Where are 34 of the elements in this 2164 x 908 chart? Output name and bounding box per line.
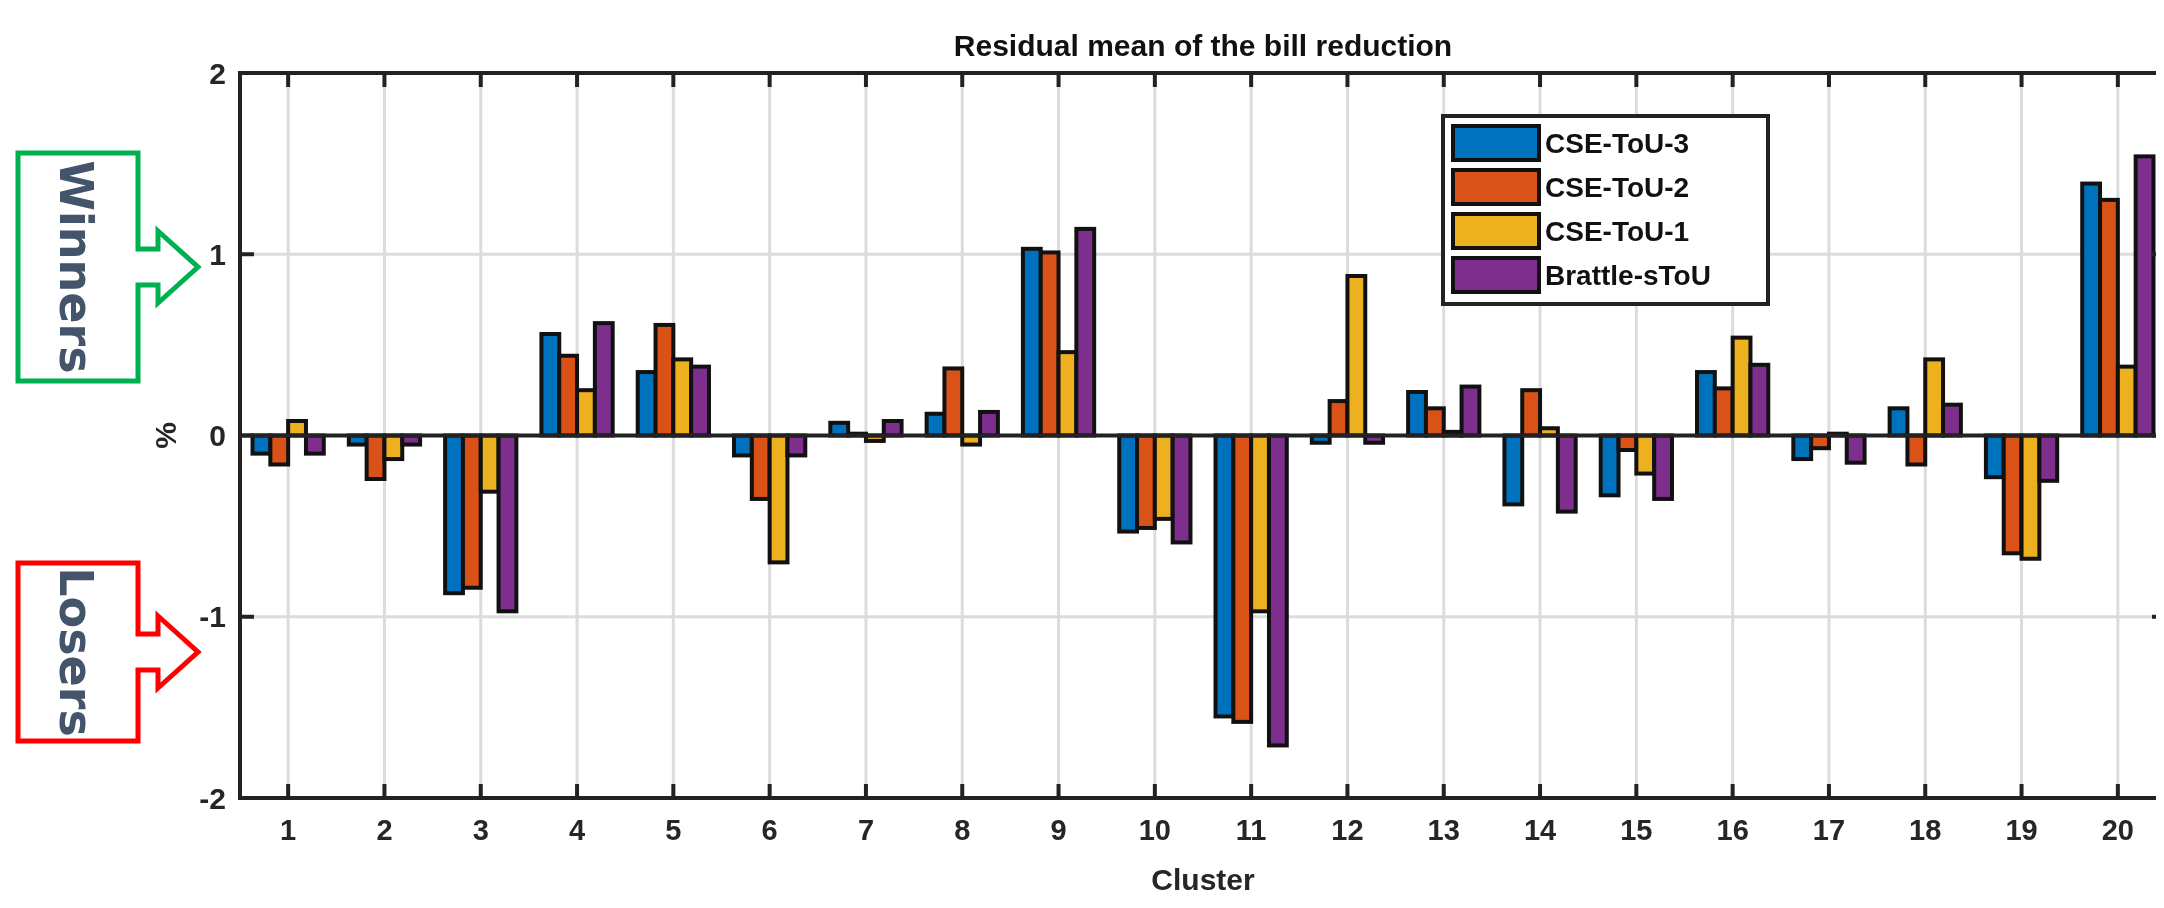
x-axis-title: Cluster [1151,863,1255,896]
x-tick-label: 8 [954,814,971,846]
text: Winners [49,160,103,374]
chart-title: Residual mean of the bill reduction [953,29,1453,62]
x-tick-label: 2 [376,814,393,846]
x-tick-label: 7 [857,814,875,846]
legend-label: Brattle-sToU [1545,259,1711,291]
legend-label: CSE-ToU-3 [1545,127,1690,159]
legend-label: CSE-ToU-2 [1545,171,1690,203]
y-tick-label: -1 [199,600,226,634]
x-tick-label: 13 [1427,814,1460,846]
x-tick-label: 17 [1812,814,1846,846]
x-tick-label: 4 [568,814,586,846]
x-tick-label: 12 [1331,814,1364,846]
x-tick-label: 15 [1620,814,1653,846]
x-tick-label: 20 [2101,814,2134,846]
x-tick-label: 16 [1716,814,1749,846]
x-tick-label: 6 [761,814,778,846]
y-tick-label: 1 [209,237,226,271]
legend-label: CSE-ToU-1 [1545,215,1690,247]
x-tick-label: 9 [1050,814,1067,846]
x-tick-label: 19 [2005,814,2038,846]
y-tick-label: 2 [209,56,226,90]
text: Losers [49,567,103,737]
x-tick-label: 3 [472,814,489,846]
x-tick-label: 5 [665,814,682,846]
y-tick-label: -2 [199,781,226,815]
x-tick-label: 10 [1138,814,1171,846]
x-tick-label: 14 [1523,814,1557,846]
y-axis-title: % [148,422,182,449]
x-tick-label: 1 [280,814,297,846]
x-tick-label: 18 [1909,814,1942,846]
y-tick-label: 0 [209,419,226,452]
x-tick-label: 11 [1235,814,1267,846]
